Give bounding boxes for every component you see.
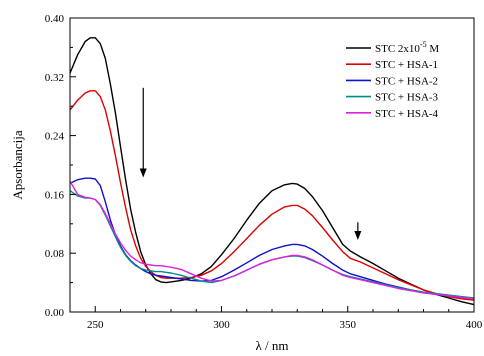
y-tick-label: 0.24	[45, 131, 65, 143]
series-line-2	[69, 90, 475, 301]
y-tick-label: 0.16	[45, 189, 65, 201]
x-tick-label: 400	[466, 319, 483, 331]
y-axis: 0.00 0.08 0.16 0.24 0.32 0.40	[45, 13, 76, 319]
arrow-head-1	[139, 168, 147, 178]
series-line-1	[69, 37, 475, 306]
y-tick-label: 0.32	[45, 72, 64, 84]
y-axis-label: Apsorbancija	[10, 130, 25, 200]
x-axis-label: λ / nm	[255, 338, 288, 353]
y-tick-label: 0.08	[45, 248, 65, 260]
x-tick-label: 300	[213, 319, 230, 331]
x-axis: 250 300 350 400	[69, 306, 483, 331]
y-tick-label: 0.00	[45, 307, 65, 319]
legend-label-4: STC + HSA-3	[375, 92, 439, 104]
series-line-5	[69, 180, 475, 300]
legend-label-1: STC 2x10-5 M	[375, 40, 439, 55]
y-tick-label: 0.40	[45, 13, 65, 25]
arrow-head-2	[354, 230, 362, 240]
series-line-3	[69, 177, 475, 300]
series-lines	[69, 37, 475, 306]
trend-arrows	[139, 87, 362, 240]
x-tick-label: 250	[87, 319, 104, 331]
legend-label-3: STC + HSA-2	[375, 75, 438, 87]
legend: STC 2x10-5 M STC + HSA-1 STC + HSA-2 STC + …	[346, 40, 439, 120]
legend-label-5: STC + HSA-4	[375, 108, 439, 120]
x-tick-label: 350	[340, 319, 357, 331]
legend-label-2: STC + HSA-1	[375, 59, 438, 71]
